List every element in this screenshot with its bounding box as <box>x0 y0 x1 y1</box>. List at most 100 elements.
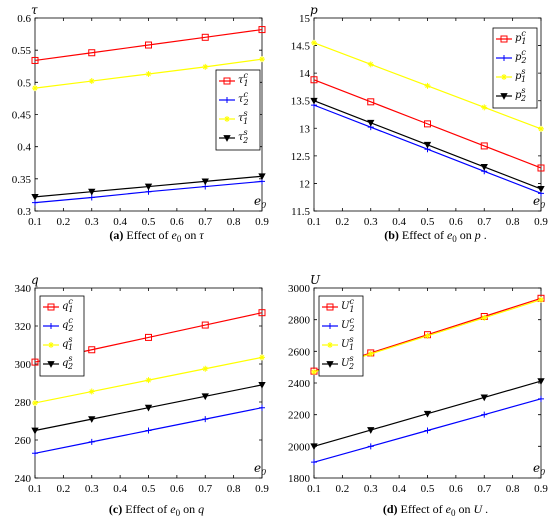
y-axis-label: U <box>310 273 321 287</box>
legend-marker <box>223 135 231 142</box>
y-tick-label: 15 <box>299 13 311 25</box>
x-tick-label: 0.5 <box>421 216 435 228</box>
panel-caption: (d) Effect of e0 on U . <box>383 502 488 518</box>
panel-caption: (a) Effect of e0 on τ <box>109 228 204 244</box>
data-point <box>88 188 96 196</box>
series-line <box>313 79 542 169</box>
x-tick-label: 0.6 <box>170 216 184 228</box>
data-point <box>367 350 374 357</box>
legend-entry: qc 1 <box>62 297 73 314</box>
data-point <box>258 309 266 317</box>
data-point <box>31 427 39 435</box>
x-tick-label: 0.7 <box>198 483 212 495</box>
x-tick-label: 0.7 <box>477 483 491 495</box>
data-point <box>424 427 431 434</box>
data-point <box>88 438 95 445</box>
x-tick-label: 0.4 <box>113 483 127 495</box>
data-point <box>259 354 265 361</box>
panel-caption: (b) Effect of e0 on p . <box>384 228 487 244</box>
legend-marker <box>47 303 55 311</box>
x-tick-label: 0.3 <box>85 483 99 495</box>
y-axis-label: τ <box>31 3 38 17</box>
data-point <box>88 346 96 354</box>
y-tick-label: 340 <box>15 283 32 295</box>
x-axis-label: e0 <box>533 461 545 477</box>
legend-marker <box>327 323 333 329</box>
y-tick-label: 0.35 <box>12 174 32 186</box>
series-line <box>34 28 263 62</box>
data-point <box>480 142 488 150</box>
legend-marker <box>223 77 231 85</box>
data-point <box>201 33 209 41</box>
data-point <box>88 388 95 395</box>
data-point <box>31 193 39 201</box>
data-point <box>88 416 96 423</box>
data-point <box>367 98 375 106</box>
data-point <box>310 443 318 451</box>
data-point <box>311 39 317 46</box>
y-tick-label: 3000 <box>288 283 311 295</box>
series-3 <box>32 56 265 92</box>
y-tick-label: 1800 <box>288 473 311 485</box>
panel-caption: (c) Effect of e0 on q <box>109 502 204 518</box>
data-point <box>258 382 266 389</box>
series-1 <box>310 76 545 172</box>
x-axis-label: e0 <box>254 461 266 477</box>
y-tick-label: 14 <box>299 68 311 80</box>
y-axis-label: q <box>31 273 39 287</box>
data-point <box>144 183 153 191</box>
legend-entry: qs 2 <box>62 354 73 371</box>
series-4 <box>310 97 545 193</box>
legend: Uc 1 Uc 2 Us 1 Us 2 <box>318 295 364 377</box>
x-tick-label: 0.6 <box>449 216 463 228</box>
series-2 <box>311 395 544 466</box>
y-tick-label: 280 <box>15 397 32 409</box>
data-point <box>259 56 265 63</box>
data-point <box>145 427 152 434</box>
legend-box <box>215 69 261 151</box>
panel-b: 11.5 12 12.5 13 13.5 14 14.5 15 0.1 0.2 0.3 0.4 0.5 0… <box>291 3 549 244</box>
y-tick-label: 12 <box>299 178 310 190</box>
x-tick-label: 0.8 <box>506 483 520 495</box>
legend-marker <box>224 97 230 103</box>
legend-entry: qs 1 <box>62 335 73 352</box>
y-tick-label: 0.3 <box>17 206 31 218</box>
x-tick-label: 0.1 <box>28 483 42 495</box>
series-3 <box>32 354 265 406</box>
y-tick-label: 0.6 <box>17 13 31 25</box>
x-tick-label: 0.4 <box>113 216 127 228</box>
x-tick-label: 0.8 <box>227 216 241 228</box>
data-point <box>424 82 431 89</box>
data-point <box>481 104 488 111</box>
legend-entry: Uc 1 <box>341 297 355 314</box>
data-point <box>258 173 266 181</box>
x-tick-label: 0.7 <box>198 216 212 228</box>
legend-marker <box>501 74 507 80</box>
y-tick-label: 2400 <box>288 378 311 390</box>
data-point <box>481 411 488 418</box>
data-point <box>311 368 317 375</box>
data-point <box>538 125 544 132</box>
data-point <box>32 399 38 406</box>
legend-entry: τs 2 <box>238 128 248 145</box>
data-point <box>538 296 544 303</box>
data-point <box>310 76 318 84</box>
data-point <box>145 41 152 49</box>
panel-a: 0.3 0.35 0.4 0.45 0.5 0.55 0.6 0.1 0.2 0.3 0.4 0.5 0… <box>12 3 270 244</box>
legend-marker <box>47 361 55 368</box>
x-tick-label: 0.3 <box>364 483 378 495</box>
x-tick-label: 0.3 <box>85 216 99 228</box>
data-point <box>145 377 152 384</box>
series-1 <box>31 26 266 64</box>
legend: qc 1 qc 2 qs 1 qs 2 <box>39 295 85 377</box>
legend-marker <box>224 116 230 122</box>
legend-entry: ps 1 <box>515 67 526 84</box>
legend-entry: qc 2 <box>62 316 73 333</box>
y-tick-label: 0.5 <box>17 77 31 89</box>
x-tick-label: 0.2 <box>336 483 350 495</box>
legend: pc 1 pc 2 ps 1 ps 2 <box>492 27 538 109</box>
legend-box <box>39 295 85 377</box>
x-tick-label: 0.5 <box>142 216 156 228</box>
y-tick-label: 2000 <box>288 441 311 453</box>
series-4 <box>310 378 545 451</box>
